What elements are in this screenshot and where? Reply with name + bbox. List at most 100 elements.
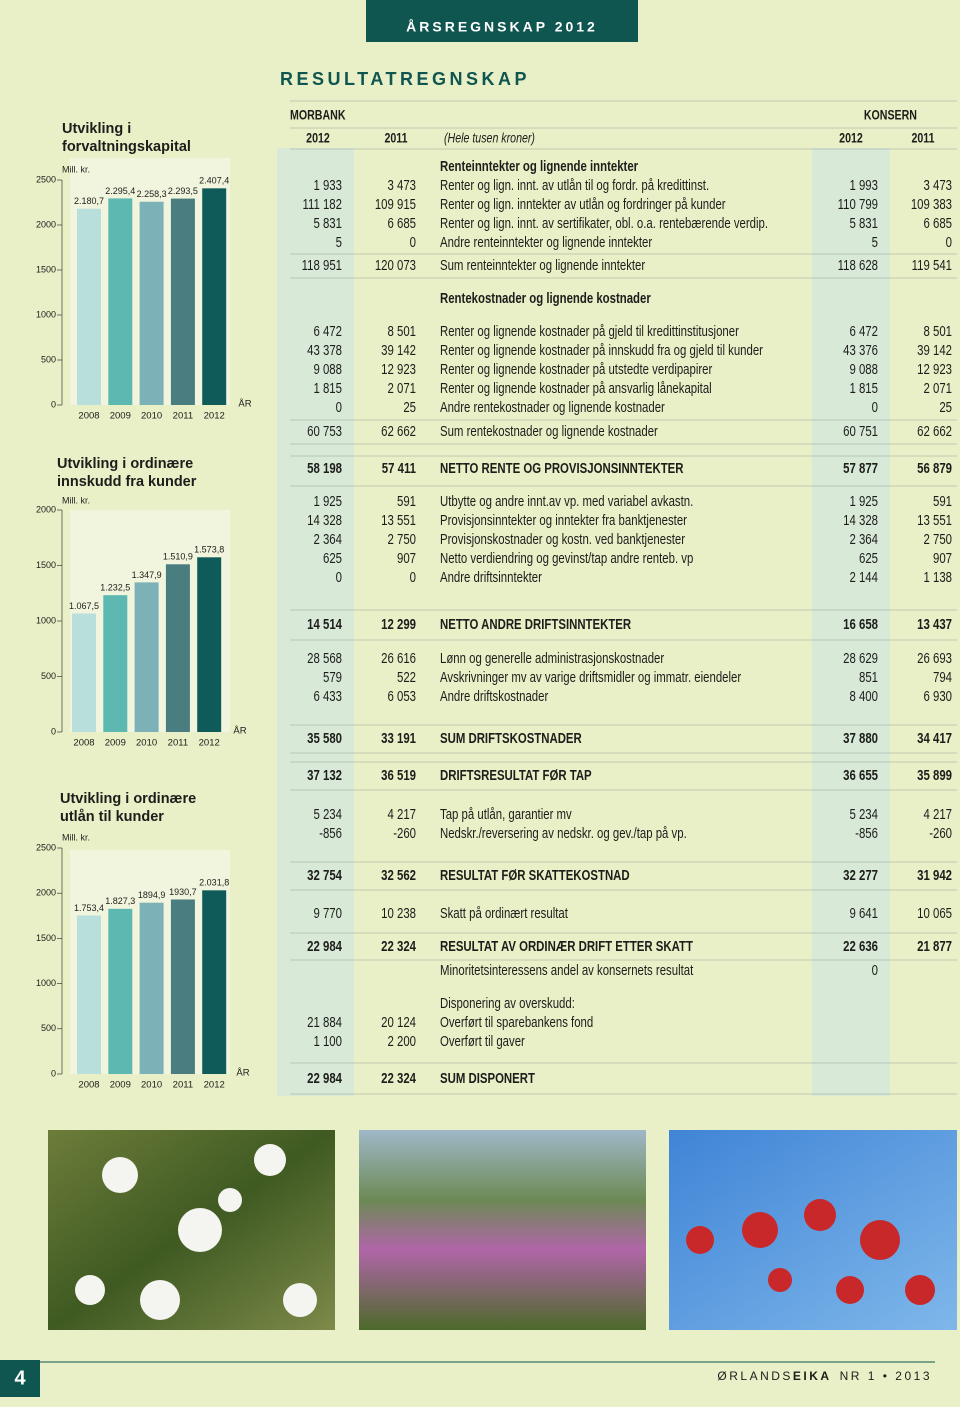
cell-value: -260	[929, 824, 952, 841]
y-tick-label: 1000	[36, 309, 56, 319]
cell-value: 6 685	[387, 214, 416, 231]
y-tick-label: 2500	[36, 174, 56, 184]
row-label: Disponering av overskudd:	[440, 994, 575, 1011]
y-tick-label: 500	[41, 671, 56, 681]
y-tick-label: 0	[51, 726, 56, 736]
x-tick-label: 2009	[105, 738, 126, 749]
row-label: Rentekostnader og lignende kostnader	[440, 289, 651, 306]
value-label: 1.510,9	[163, 552, 193, 562]
cell-value: 26 616	[381, 649, 416, 666]
cell-value: 0	[410, 568, 416, 585]
cell-value: 119 541	[912, 256, 952, 273]
cell-value: 8 400	[849, 687, 878, 704]
cell-value: 8 501	[923, 322, 952, 339]
cell-value: 591	[397, 492, 416, 509]
cell-value: 0	[946, 233, 952, 250]
x-tick-label: 2012	[204, 411, 225, 422]
column-header: 2011	[384, 130, 407, 146]
cell-value: 5 234	[313, 805, 342, 822]
bar	[202, 890, 227, 1074]
cell-value: 591	[933, 492, 952, 509]
cell-value: 9 088	[849, 360, 878, 377]
row-label: SUM DISPONERT	[440, 1069, 535, 1086]
row-label: Renter og lignende kostnader på gjeld ti…	[440, 322, 739, 339]
y-tick-label: 1500	[36, 264, 56, 274]
cell-value: 2 071	[387, 379, 416, 396]
cell-value: 522	[397, 668, 416, 685]
photo-fireweed	[359, 1130, 646, 1330]
footer-text: ØRLANDSEIKA NR 1 • 2013	[717, 1369, 932, 1383]
x-axis-label: ÅR	[238, 399, 251, 410]
row-label: Renter og lign. inntekter av utlån og fo…	[440, 195, 726, 212]
berries	[686, 1199, 935, 1305]
cell-value: 1 925	[313, 492, 342, 509]
cell-value: 25	[403, 398, 416, 415]
value-label: 2.407,4	[199, 176, 229, 186]
y-tick-label: 0	[51, 399, 56, 409]
y-tick-label: 1000	[36, 978, 56, 988]
page-title: RESULTATREGNSKAP	[280, 69, 530, 89]
value-label: 2.031,8	[199, 878, 229, 888]
magazine-bold: EIKA	[793, 1369, 832, 1383]
cell-value: 22 324	[381, 937, 416, 954]
row-label: Provisjonskostnader og kostn. ved banktj…	[440, 530, 686, 547]
row-label: Avskrivninger mv av varige driftsmidler …	[440, 668, 742, 685]
x-tick-label: 2010	[141, 411, 162, 422]
bar	[72, 613, 96, 732]
y-tick-label: 1000	[36, 615, 56, 625]
row-label: Skatt på ordinært resultat	[440, 904, 568, 921]
bar	[202, 188, 227, 405]
cell-value: 2 750	[387, 530, 416, 547]
cell-value: 625	[859, 549, 878, 566]
cell-value: -856	[319, 824, 342, 841]
cell-value: 109 915	[375, 195, 416, 212]
x-tick-label: 2009	[110, 1080, 131, 1091]
cell-value: 907	[397, 549, 416, 566]
cell-value: 28 629	[843, 649, 878, 666]
bar	[197, 557, 222, 732]
cell-value: 6 930	[923, 687, 952, 704]
x-tick-label: 2012	[204, 1080, 225, 1091]
y-tick-label: 2000	[36, 504, 56, 514]
bar	[165, 564, 190, 732]
bar	[170, 198, 195, 405]
x-tick-label: 2011	[168, 738, 188, 749]
chart-title: Utvikling i ordinære utlån til kunder	[60, 791, 197, 825]
cell-value: 5	[336, 233, 342, 250]
value-label: 2.258,3	[137, 189, 167, 199]
cell-value: 62 662	[917, 422, 952, 439]
cell-value: 2 200	[387, 1032, 416, 1049]
cell-value: 12 923	[917, 360, 952, 377]
group-header: KONSERN	[864, 107, 917, 123]
cell-value: 1 100	[313, 1032, 342, 1049]
cell-value: 43 376	[843, 341, 878, 358]
cell-value: 28 568	[307, 649, 342, 666]
column-header: 2012	[306, 130, 330, 146]
column-shade	[812, 148, 890, 1096]
column-header: 2011	[911, 130, 934, 146]
column-header: 2012	[839, 130, 863, 146]
cell-value: 13 551	[917, 511, 952, 528]
cell-value: 109 383	[911, 195, 952, 212]
page-number: 4	[14, 1367, 26, 1389]
unit-label: Mill. kr.	[62, 164, 90, 174]
column-shade	[277, 148, 354, 1096]
cell-value: 13 437	[917, 615, 952, 632]
row-label: Renter og lign. innt. av sertifikater, o…	[440, 214, 768, 231]
y-tick-label: 2500	[36, 842, 56, 852]
bar	[139, 201, 164, 405]
cell-value: 57 411	[382, 459, 417, 476]
cell-value: 1 993	[849, 176, 878, 193]
cell-value: 22 984	[307, 1069, 342, 1086]
x-tick-label: 2008	[78, 411, 99, 422]
cell-value: 13 551	[381, 511, 416, 528]
bar	[108, 908, 133, 1074]
row-label: SUM DRIFTSKOSTNADER	[440, 729, 582, 746]
cell-value: 39 142	[917, 341, 952, 358]
cell-value: 58 198	[307, 459, 342, 476]
photos	[48, 1130, 957, 1330]
cell-value: 1 925	[849, 492, 878, 509]
cell-value: 1 815	[849, 379, 878, 396]
x-tick-label: 2012	[199, 738, 220, 749]
cell-value: 60 751	[843, 422, 878, 439]
